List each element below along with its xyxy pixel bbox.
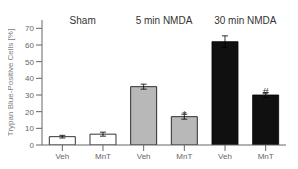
svg-text:Veh: Veh — [218, 152, 232, 161]
svg-text:40: 40 — [25, 74, 34, 83]
svg-text:#: # — [263, 86, 270, 98]
svg-text:60: 60 — [25, 41, 34, 50]
svg-text:0: 0 — [30, 141, 35, 150]
svg-text:MnT: MnT — [176, 152, 192, 161]
svg-text:30: 30 — [25, 91, 34, 100]
svg-text:MnT: MnT — [95, 152, 111, 161]
svg-text:50: 50 — [25, 58, 34, 67]
svg-text:Sham: Sham — [70, 15, 96, 26]
svg-text:Veh: Veh — [55, 152, 69, 161]
svg-text:*: * — [182, 109, 187, 121]
svg-text:20: 20 — [25, 108, 34, 117]
svg-text:Trypan Blue-Positive Cells [%]: Trypan Blue-Positive Cells [%] — [8, 29, 15, 136]
svg-text:MnT: MnT — [258, 152, 274, 161]
svg-text:70: 70 — [25, 24, 34, 33]
svg-text:10: 10 — [25, 124, 34, 133]
svg-text:30 min NMDA: 30 min NMDA — [214, 15, 277, 26]
svg-text:Veh: Veh — [137, 152, 151, 161]
svg-text:5 min NMDA: 5 min NMDA — [136, 15, 193, 26]
